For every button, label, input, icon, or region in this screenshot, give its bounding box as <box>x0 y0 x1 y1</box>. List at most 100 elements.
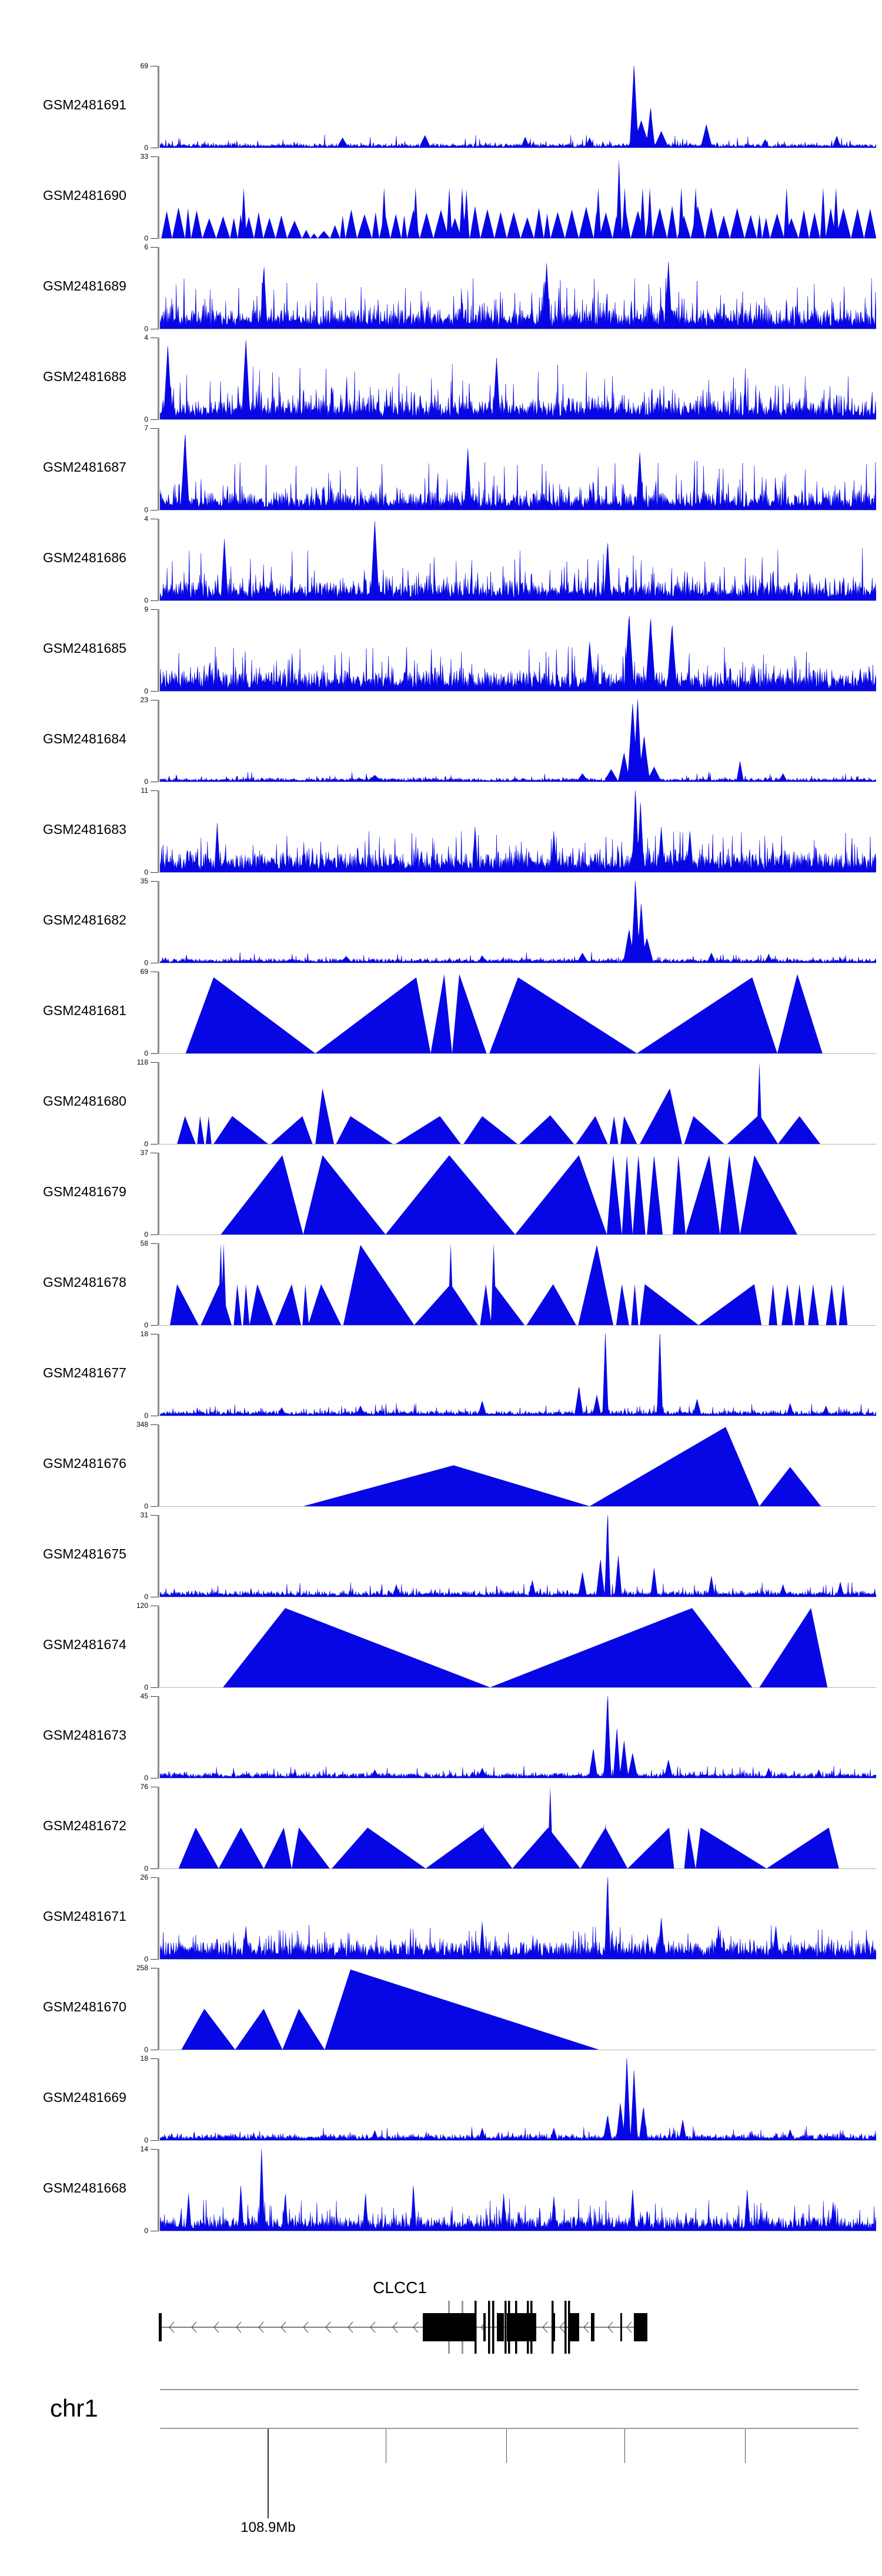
y-axis-zero-label: 0 <box>144 687 148 695</box>
strand-arrow-icon <box>542 2321 548 2333</box>
signal-track: GSM2481678 58 0 <box>0 1239 882 1334</box>
y-axis-max-label: 258 <box>136 1964 148 1972</box>
strand-arrow-icon <box>348 2321 353 2333</box>
gene-start-bar <box>159 2313 162 2341</box>
signal-area-plot <box>160 700 876 782</box>
strand-arrow-icon <box>607 2321 613 2333</box>
exon-box <box>483 2313 486 2341</box>
strand-arrow-icon <box>258 2321 264 2333</box>
track-baseline <box>160 872 876 873</box>
signal-area-plot <box>160 2058 876 2140</box>
exon-boundary-bar <box>552 2301 554 2354</box>
y-axis-zero-label: 0 <box>144 1864 148 1873</box>
track-baseline <box>160 1325 876 1326</box>
signal-area-plot <box>160 616 876 691</box>
y-axis-top-tick <box>151 156 158 157</box>
y-axis-top-tick <box>151 1696 158 1697</box>
signal-track: GSM2481680 118 0 <box>0 1058 882 1153</box>
chromosome-label: chr1 <box>50 2394 98 2422</box>
y-axis-max-label: 33 <box>140 152 148 161</box>
y-axis-zero-label: 0 <box>144 2227 148 2235</box>
minor-tick-mark <box>745 2429 746 2463</box>
y-axis-zero-label: 0 <box>144 1683 148 1691</box>
y-axis-max-label: 18 <box>140 1330 148 1338</box>
signal-track: GSM2481669 18 0 <box>0 2054 882 2149</box>
track-baseline <box>160 1687 876 1688</box>
y-axis-bar <box>158 428 159 510</box>
signal-area-plot <box>160 1515 876 1597</box>
y-axis-max-label: 45 <box>140 1692 148 1700</box>
y-axis-bottom-tick <box>151 419 158 420</box>
strand-arrow-icon <box>280 2321 286 2333</box>
signal-track: GSM2481676 348 0 <box>0 1420 882 1515</box>
y-axis-top-tick <box>151 428 158 429</box>
y-axis-zero-label: 0 <box>144 778 148 786</box>
y-axis-max-label: 7 <box>144 424 148 432</box>
track-sample-label: GSM2481684 <box>43 731 126 746</box>
y-axis-bar <box>158 66 159 148</box>
axis-separator-line <box>160 2389 858 2390</box>
y-axis-bar <box>158 156 159 239</box>
y-axis-zero-label: 0 <box>144 234 148 242</box>
y-axis-top-tick <box>151 609 158 610</box>
signal-area-plot <box>160 261 876 329</box>
y-axis-bottom-tick <box>151 1959 158 1960</box>
y-axis-bar <box>158 519 159 601</box>
gene-name-label: CLCC1 <box>373 2278 427 2297</box>
signal-track: GSM2481690 33 0 <box>0 152 882 247</box>
y-axis-bar <box>158 972 159 1054</box>
track-baseline <box>160 1053 876 1054</box>
y-axis-zero-label: 0 <box>144 1321 148 1329</box>
y-axis-zero-label: 0 <box>144 1955 148 1963</box>
y-axis-bar <box>158 1062 159 1144</box>
signal-area-plot <box>160 1334 876 1416</box>
track-sample-label: GSM2481691 <box>43 97 126 112</box>
track-sample-label: GSM2481687 <box>43 459 126 475</box>
signal-track: GSM2481689 6 0 <box>0 243 882 338</box>
strand-arrow-icon <box>303 2321 309 2333</box>
track-baseline <box>160 238 876 239</box>
y-axis-zero-label: 0 <box>144 1230 148 1239</box>
y-axis-max-label: 14 <box>140 2145 148 2153</box>
signal-area-plot <box>170 1243 848 1325</box>
strand-arrow-icon <box>169 2321 175 2333</box>
y-axis-zero-label: 0 <box>144 325 148 333</box>
y-axis-bar <box>158 1787 159 1869</box>
strand-arrow-icon <box>413 2321 419 2333</box>
signal-track: GSM2481682 35 0 <box>0 877 882 972</box>
signal-track: GSM2481673 45 0 <box>0 1692 882 1787</box>
track-sample-label: GSM2481682 <box>43 912 126 927</box>
y-axis-bottom-tick <box>151 1325 158 1326</box>
y-axis-max-label: 26 <box>140 1873 148 1881</box>
y-axis-max-label: 23 <box>140 696 148 704</box>
track-baseline <box>160 600 876 601</box>
y-axis-bar <box>158 1696 159 1778</box>
y-axis-bar <box>158 700 159 782</box>
signal-area-plot <box>160 1877 876 1959</box>
y-axis-bottom-tick <box>151 1506 158 1507</box>
y-axis-bottom-tick <box>151 872 158 873</box>
track-sample-label: GSM2481683 <box>43 822 126 837</box>
y-axis-top-tick <box>151 790 158 791</box>
exon-box <box>569 2313 579 2341</box>
major-tick-label: 108.9Mb <box>240 2520 296 2535</box>
y-axis-bottom-tick <box>151 691 158 692</box>
strand-arrow-icon <box>559 2321 565 2333</box>
signal-area-plot <box>178 1787 839 1868</box>
track-sample-label: GSM2481681 <box>43 1003 126 1018</box>
signal-area-plot <box>185 974 823 1053</box>
track-sample-label: GSM2481678 <box>43 1274 126 1290</box>
y-axis-max-label: 4 <box>144 333 148 342</box>
exon-box <box>634 2313 647 2341</box>
track-sample-label: GSM2481685 <box>43 640 126 656</box>
exon-box <box>507 2313 536 2341</box>
y-axis-zero-label: 0 <box>144 1774 148 1782</box>
signal-area-plot <box>160 521 876 600</box>
y-axis-bottom-tick <box>151 1868 158 1869</box>
y-axis-max-label: 18 <box>140 2054 148 2063</box>
signal-area-plot <box>160 881 876 963</box>
track-baseline <box>160 1506 876 1507</box>
major-tick-mark <box>268 2429 269 2518</box>
y-axis-max-label: 11 <box>141 786 148 795</box>
